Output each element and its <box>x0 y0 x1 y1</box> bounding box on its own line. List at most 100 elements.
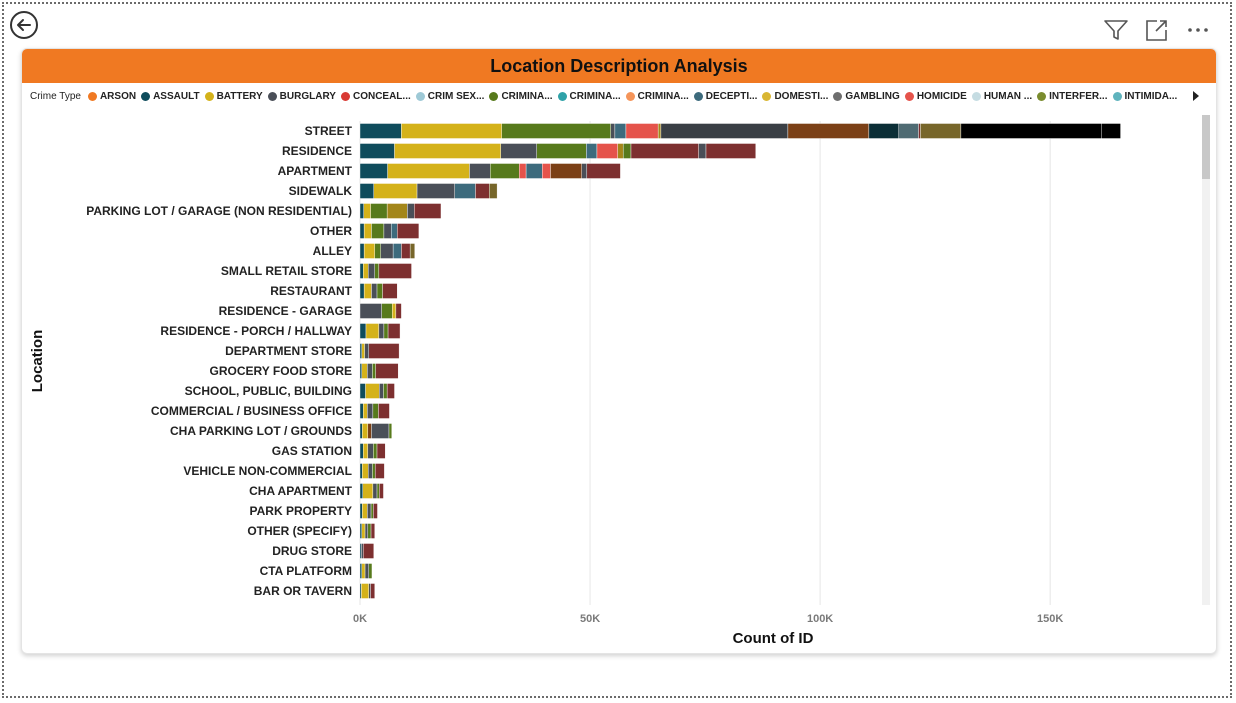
bar-segment[interactable] <box>363 403 368 419</box>
bar-segment[interactable] <box>364 563 369 579</box>
legend-item[interactable]: ARSON <box>87 91 136 102</box>
bar-segment[interactable] <box>372 463 376 479</box>
bar-segment[interactable] <box>361 583 369 599</box>
bar-segment[interactable] <box>365 323 380 339</box>
scrollbar-thumb[interactable] <box>1202 115 1210 179</box>
bar-segment[interactable] <box>525 163 543 179</box>
scrollbar-track[interactable] <box>1202 115 1210 605</box>
bar-segment[interactable] <box>614 123 627 139</box>
bar-segment[interactable] <box>362 423 369 439</box>
bar-segment[interactable] <box>368 463 373 479</box>
legend-item[interactable]: INTIMIDA... <box>1112 91 1177 102</box>
bar-segment[interactable] <box>625 123 659 139</box>
bar-segment[interactable] <box>374 243 381 259</box>
legend-item[interactable]: DECEPTI... <box>693 91 757 102</box>
bar-segment[interactable] <box>359 583 362 599</box>
bar-segment[interactable] <box>359 563 363 579</box>
bar-segment[interactable] <box>373 183 418 199</box>
bar-segment[interactable] <box>359 263 364 279</box>
bar-segment[interactable] <box>359 363 363 379</box>
bar-segment[interactable] <box>363 223 372 239</box>
bar-segment[interactable] <box>359 463 363 479</box>
bar-segment[interactable] <box>475 183 490 199</box>
bar-segment[interactable] <box>383 223 392 239</box>
legend-item[interactable]: CRIMINA... <box>625 91 689 102</box>
bar-segment[interactable] <box>518 163 527 179</box>
legend-item[interactable]: HOMICIDE <box>904 91 967 102</box>
bar-segment[interactable] <box>586 143 598 159</box>
bar-segment[interactable] <box>370 523 375 539</box>
bar-segment[interactable] <box>359 503 363 519</box>
chevron-right-icon[interactable] <box>1190 89 1202 103</box>
bar-segment[interactable] <box>359 383 366 399</box>
back-arrow-circle-icon[interactable] <box>9 10 39 40</box>
bar-segment[interactable] <box>367 423 372 439</box>
bar-segment[interactable] <box>379 383 384 399</box>
bar-segment[interactable] <box>370 203 388 219</box>
bar-segment[interactable] <box>387 323 401 339</box>
bar-segment[interactable] <box>660 123 789 139</box>
bar-segment[interactable] <box>490 163 520 179</box>
legend-item[interactable]: ASSAULT <box>141 91 200 102</box>
bar-segment[interactable] <box>622 143 632 159</box>
legend-item[interactable]: CRIMINA... <box>489 91 553 102</box>
bar-segment[interactable] <box>362 463 369 479</box>
bar-segment[interactable] <box>362 503 368 519</box>
bar-segment[interactable] <box>361 543 364 559</box>
bar-segment[interactable] <box>469 163 491 179</box>
bar-segment[interactable] <box>416 183 455 199</box>
bar-segment[interactable] <box>1101 123 1121 139</box>
bar-segment[interactable] <box>368 563 373 579</box>
legend-item[interactable]: BATTERY <box>204 91 263 102</box>
bar-segment[interactable] <box>381 303 393 319</box>
bar-segment[interactable] <box>363 243 375 259</box>
bar-segment[interactable] <box>920 123 962 139</box>
bar-segment[interactable] <box>454 183 476 199</box>
bar-segment[interactable] <box>401 243 411 259</box>
legend-item[interactable]: INTERFER... <box>1037 91 1108 102</box>
bar-segment[interactable] <box>359 223 365 239</box>
bar-segment[interactable] <box>550 163 582 179</box>
bar-segment[interactable] <box>359 243 365 259</box>
bar-segment[interactable] <box>372 403 379 419</box>
legend-item[interactable]: CRIM SEX... <box>415 91 484 102</box>
bar-segment[interactable] <box>392 303 397 319</box>
bar-segment[interactable] <box>378 263 412 279</box>
bar-segment[interactable] <box>359 343 363 359</box>
legend-item[interactable]: HUMAN ... <box>971 91 1032 102</box>
bar-segment[interactable] <box>386 383 395 399</box>
bar-segment[interactable] <box>370 503 374 519</box>
bar-segment[interactable] <box>383 383 388 399</box>
bar-segment[interactable] <box>391 223 398 239</box>
bar-segment[interactable] <box>407 203 415 219</box>
bar-segment[interactable] <box>368 343 400 359</box>
bar-segment[interactable] <box>500 143 537 159</box>
bar-segment[interactable] <box>364 343 369 359</box>
bar-segment[interactable] <box>581 163 588 179</box>
bar-segment[interactable] <box>868 123 899 139</box>
bar-segment[interactable] <box>392 243 402 259</box>
bar-segment[interactable] <box>657 123 662 139</box>
bar-segment[interactable] <box>368 583 371 599</box>
bar-segment[interactable] <box>367 403 374 419</box>
bar-segment[interactable] <box>388 423 392 439</box>
bar-segment[interactable] <box>617 143 624 159</box>
bar-segment[interactable] <box>918 123 921 139</box>
bar-segment[interactable] <box>630 143 699 159</box>
bar-segment[interactable] <box>364 523 369 539</box>
bar-segment[interactable] <box>359 183 375 199</box>
bar-segment[interactable] <box>365 383 380 399</box>
bar-segment[interactable] <box>898 123 919 139</box>
bar-segment[interactable] <box>371 283 378 299</box>
bar-segment[interactable] <box>378 403 390 419</box>
focus-mode-icon[interactable] <box>1143 16 1171 44</box>
bar-segment[interactable] <box>359 163 388 179</box>
bar-segment[interactable] <box>361 343 365 359</box>
bar-segment[interactable] <box>362 483 374 499</box>
bar-segment[interactable] <box>376 443 386 459</box>
bar-segment[interactable] <box>359 483 363 499</box>
bar-segment[interactable] <box>367 443 374 459</box>
bar-segment[interactable] <box>359 403 364 419</box>
bar-segment[interactable] <box>376 483 380 499</box>
bar-segment[interactable] <box>363 203 371 219</box>
